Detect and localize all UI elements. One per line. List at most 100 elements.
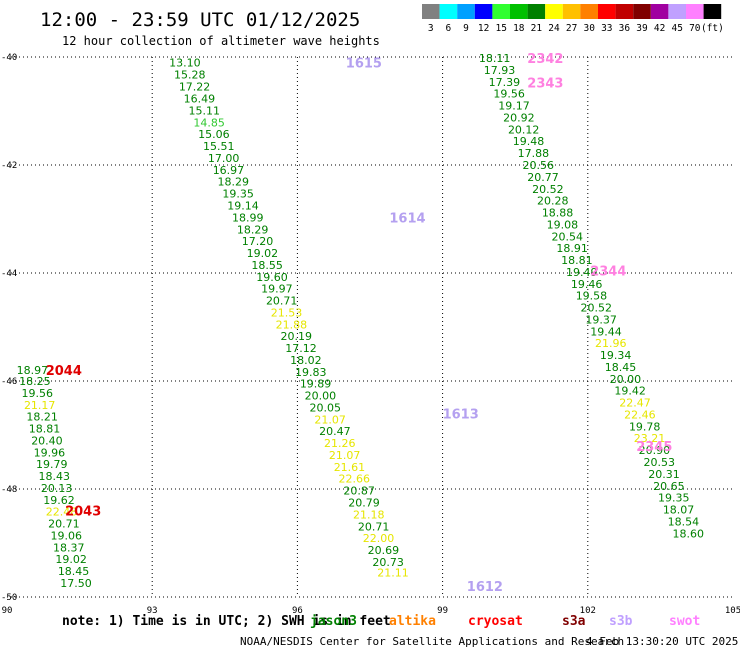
wave-height-point: 20.52	[581, 302, 613, 315]
y-tick-label: -46	[1, 377, 17, 387]
wave-height-point: 21.17	[24, 399, 56, 412]
satellite-label: s3a	[562, 614, 586, 629]
wave-height-point: 18.43	[38, 470, 70, 483]
chart-subtitle: 12 hour collection of altimeter wave hei…	[62, 34, 380, 48]
wave-height-point: 17.20	[242, 235, 273, 248]
wave-height-point: 21.18	[353, 508, 385, 521]
pass-time-label: 1614	[389, 211, 425, 226]
wave-height-point: 19.97	[261, 283, 293, 296]
legend-label: 30	[583, 23, 595, 34]
legend-swatch	[598, 4, 616, 19]
wave-height-point: 18.45	[605, 361, 637, 374]
wave-height-point: 21.11	[377, 567, 409, 580]
wave-height-point: 19.14	[227, 200, 259, 213]
wave-height-point: 17.50	[60, 577, 92, 590]
legend-label: 6	[446, 23, 452, 34]
legend-swatch	[650, 4, 669, 19]
x-tick-label: 102	[580, 606, 596, 616]
wave-height-point: 19.17	[498, 100, 530, 113]
satellite-label: jason3	[310, 614, 357, 629]
pass-time-labels: 1615 1614 1613 1612 2044 2043 2342 2343 2344 2345	[46, 52, 673, 595]
wave-height-point: 21.96	[595, 337, 627, 350]
wave-height-point: 15.06	[198, 128, 230, 141]
wave-height-point: 20.71	[358, 520, 390, 533]
wave-height-point: 17.93	[484, 64, 516, 77]
satellite-label: s3b	[609, 614, 633, 629]
wave-height-point: 20.05	[310, 401, 342, 414]
legend-swatch	[686, 4, 704, 19]
legend-swatch	[439, 4, 458, 19]
pass-time-label: 2043	[65, 505, 101, 520]
footer-credit: NOAA/NESDIS Center for Satellite Applica…	[240, 635, 624, 648]
pass-time-label: 1612	[467, 580, 503, 595]
legend-label: 18	[513, 23, 525, 34]
wave-height-point: 20.92	[503, 111, 534, 124]
wave-height-point: 20.47	[319, 425, 351, 438]
y-tick-label: -42	[1, 161, 17, 171]
wave-height-point: 19.78	[629, 420, 661, 433]
wave-height-point: 19.56	[493, 88, 525, 101]
y-tick-label: -50	[1, 593, 17, 603]
wave-height-point: 19.58	[576, 290, 608, 303]
wave-height-point: 19.44	[590, 325, 622, 338]
wave-height-point: 20.71	[48, 518, 80, 531]
legend-label: 42	[654, 23, 665, 34]
wave-height-point: 19.48	[513, 135, 545, 148]
x-tick-label: 90	[2, 606, 13, 616]
legend-label: 12	[478, 23, 489, 34]
wave-height-point: 20.90	[639, 444, 671, 457]
wave-height-point: 18.91	[556, 242, 588, 255]
pass-time-label: 2343	[527, 76, 563, 91]
legend-swatch	[615, 4, 634, 19]
wave-height-point: 20.28	[537, 195, 569, 208]
wave-height-point: 22.00	[363, 532, 395, 545]
wave-height-point: 22.48	[46, 506, 78, 519]
wave-height-point: 22.47	[619, 397, 651, 410]
wave-height-point: 18.02	[290, 354, 322, 367]
wave-height-point: 18.88	[542, 207, 574, 220]
legend-swatch	[703, 4, 722, 19]
wave-height-point: 20.31	[648, 468, 680, 481]
legend-swatch	[545, 4, 563, 19]
grid-lines	[7, 56, 733, 598]
wave-height-point: 17.39	[489, 76, 520, 89]
wave-height-point: 19.46	[571, 278, 603, 291]
wave-height-point: 21.26	[324, 437, 356, 450]
wave-height-point: 18.07	[663, 504, 695, 517]
wave-height-point: 20.56	[522, 159, 554, 172]
x-tick-label: 105	[725, 606, 740, 616]
wave-height-point: 20.19	[280, 330, 312, 343]
pass-time-label: 1613	[443, 407, 479, 422]
legend-label: 36	[619, 23, 631, 34]
pass-time-label: 1615	[346, 56, 382, 71]
wave-height-point: 20.00	[305, 390, 337, 403]
legend-swatch	[562, 4, 581, 19]
wave-height-point: 19.02	[55, 553, 87, 566]
wave-height-point: 15.51	[203, 140, 235, 153]
wave-height-point: 20.69	[368, 544, 400, 557]
wave-height-point: 18.54	[668, 515, 700, 528]
axis-ticks: 90 93 96 99 102 105 -40 -42 -44 -46 -48 -50	[1, 53, 740, 616]
wave-height-point: 19.42	[614, 385, 646, 398]
wave-height-point: 18.55	[251, 259, 282, 272]
data-points: 13.1015.2817.2216.4915.1114.8515.0615.51…	[17, 52, 704, 590]
wave-height-point: 19.02	[247, 247, 279, 260]
footer-timestamp: 4 Feb 13:30:20 UTC 2025	[586, 635, 738, 648]
legend-label: 70	[689, 23, 701, 34]
wave-height-point: 21.88	[276, 318, 308, 331]
wave-height-point: 20.71	[266, 295, 298, 308]
wave-height-point: 18.37	[53, 541, 84, 554]
wave-height-point: 18.29	[218, 176, 250, 189]
wave-height-point: 23.21	[634, 432, 666, 445]
y-tick-label: -40	[1, 53, 17, 63]
wave-height-point: 19.56	[22, 387, 54, 400]
wave-height-point: 18.97	[17, 364, 49, 377]
legend-swatch	[527, 4, 546, 19]
wave-height-point: 16.49	[184, 93, 216, 106]
wave-height-point: 20.65	[653, 480, 685, 493]
legend-swatch	[668, 4, 686, 19]
wave-height-point: 20.12	[508, 123, 540, 136]
wave-height-point: 15.11	[189, 104, 221, 117]
wave-height-point: 18.81	[561, 254, 593, 267]
